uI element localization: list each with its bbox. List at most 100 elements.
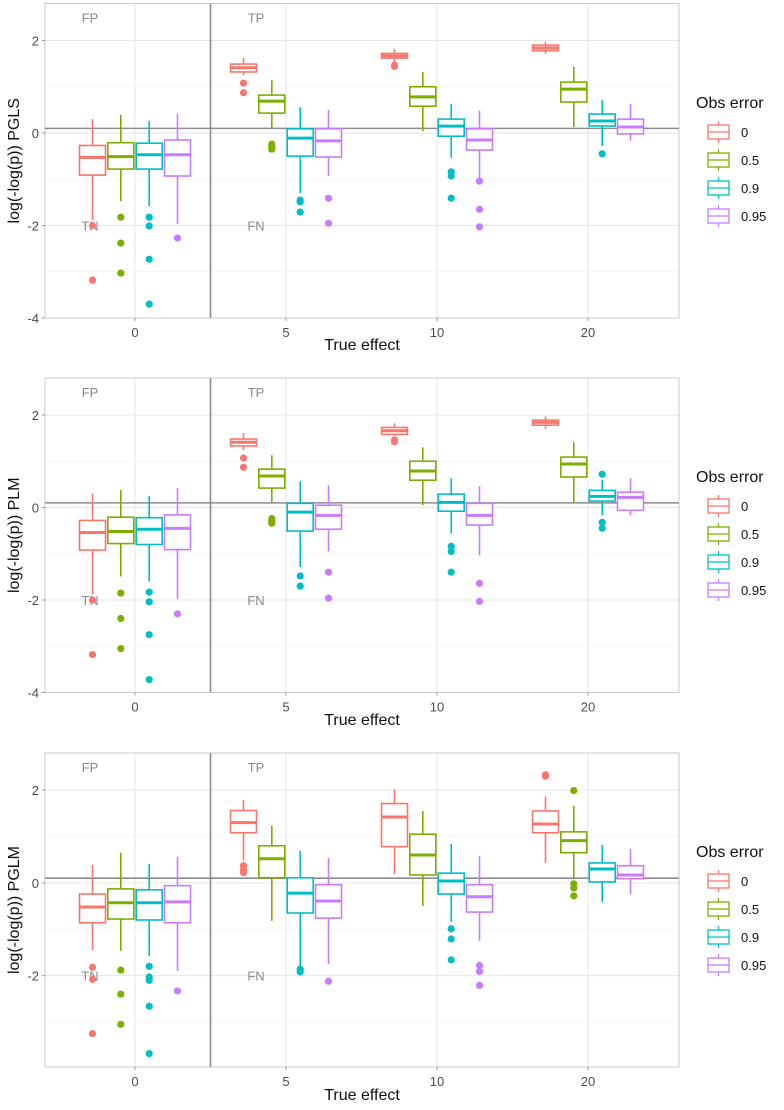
outlier-point — [598, 524, 606, 532]
outlier-point — [88, 596, 97, 604]
box-iqr — [616, 864, 645, 880]
outlier-point — [390, 438, 399, 446]
quadrant-label-fp: FP — [82, 760, 99, 775]
outlier-point — [447, 194, 455, 202]
legend-label: 0 — [741, 125, 748, 140]
boxplot-0.9-effect-5 — [286, 107, 315, 216]
boxplot-0-effect-20 — [531, 41, 560, 54]
quadrant-label-fn: FN — [247, 593, 264, 608]
boxplot-0.95-effect-20 — [616, 103, 645, 141]
box-iqr — [286, 876, 315, 914]
outlier-point — [145, 598, 153, 606]
outlier-point — [239, 463, 248, 471]
boxplot-0.9-effect-0 — [135, 495, 163, 684]
outlier-point — [117, 644, 125, 653]
boxplot-0.9-effect-0 — [135, 863, 163, 1058]
outlier-point — [145, 222, 153, 230]
y-axis-title: log(-log(p)) PGLM — [6, 846, 23, 974]
legend-item-0.5: 0.5 — [707, 898, 759, 920]
outlier-point — [447, 568, 455, 576]
boxplot-0.5-effect-20 — [559, 786, 588, 900]
x-tick-label: 5 — [282, 700, 289, 715]
outlier-point — [145, 255, 153, 263]
outlier-point — [239, 89, 248, 97]
legend: Obs error 0 0.5 0.9 0.95 — [696, 844, 766, 976]
boxplot-0.9-effect-10 — [437, 103, 466, 202]
panel-border — [44, 377, 680, 693]
boxplot-0-effect-5 — [229, 433, 258, 471]
outlier-point — [475, 579, 484, 587]
boxplot-0.9-effect-5 — [286, 850, 315, 976]
boxplot-0-effect-20 — [531, 416, 560, 429]
box-iqr — [531, 810, 560, 834]
y-tick-label: -2 — [27, 219, 39, 234]
quadrant-label-tp: TP — [248, 10, 265, 25]
outlier-point — [239, 869, 248, 877]
outlier-point — [475, 961, 484, 970]
box-iqr — [257, 844, 286, 879]
boxplot-0-effect-0 — [78, 119, 107, 284]
boxplot-0.9-effect-10 — [437, 478, 466, 576]
quadrant-label-fn: FN — [247, 219, 264, 234]
legend-label: 0.9 — [741, 555, 759, 570]
outlier-point — [117, 966, 125, 974]
legend-title: Obs error — [696, 95, 764, 112]
boxplot-0.9-effect-20 — [588, 100, 617, 158]
x-tick-label: 0 — [131, 700, 138, 715]
outlier-point — [296, 198, 304, 206]
outlier-point — [475, 205, 484, 213]
boxplot-0.95-effect-5 — [314, 857, 343, 985]
boxplot-0.95-effect-5 — [314, 109, 343, 227]
quadrant-label-fn: FN — [247, 969, 264, 984]
x-axis-title: True effect — [324, 337, 400, 354]
boxplot-0-effect-20 — [531, 771, 560, 863]
outlier-point — [88, 1030, 97, 1038]
y-tick-label: 0 — [32, 501, 39, 516]
outlier-point — [145, 631, 153, 639]
legend-item-0.5: 0.5 — [707, 523, 759, 545]
y-tick-label: -2 — [27, 969, 39, 984]
legend-label: 0.9 — [741, 181, 759, 196]
quadrant-label-fp: FP — [82, 10, 99, 25]
boxplot-0.5-effect-5 — [257, 455, 286, 527]
outlier-point — [145, 1002, 153, 1010]
outlier-point — [475, 981, 484, 989]
boxplot-0.95-effect-20 — [616, 478, 645, 516]
legend-title: Obs error — [696, 469, 764, 486]
boxplot-0.5-effect-10 — [408, 810, 437, 907]
boxplot-0.5-effect-20 — [559, 442, 588, 504]
outlier-point — [541, 772, 550, 780]
boxplot-0.95-effect-10 — [465, 486, 494, 605]
legend-item-0.9: 0.9 — [707, 551, 759, 573]
outlier-point — [88, 975, 97, 983]
outlier-point — [173, 987, 182, 995]
box-iqr — [380, 802, 409, 848]
boxplot-0.5-effect-0 — [107, 489, 135, 653]
legend-label: 0.95 — [741, 209, 766, 224]
boxplot-0.95-effect-0 — [163, 114, 192, 242]
outlier-point — [475, 597, 484, 605]
boxplot-0.9-effect-20 — [588, 844, 617, 902]
outlier-point — [173, 610, 182, 618]
outlier-point — [145, 976, 153, 984]
boxplot-0-effect-10 — [380, 48, 409, 70]
boxplot-0.5-effect-0 — [107, 114, 135, 277]
outlier-point — [88, 650, 97, 659]
box-iqr — [314, 128, 343, 158]
boxplot-0.95-effect-0 — [163, 488, 192, 618]
y-tick-label: 0 — [32, 876, 39, 891]
box-iqr — [135, 889, 163, 921]
outlier-point — [117, 269, 125, 277]
outlier-point — [117, 589, 125, 597]
outlier-point — [296, 968, 304, 976]
outlier-point — [145, 962, 153, 970]
boxplot-0.95-effect-0 — [163, 856, 192, 995]
outlier-point — [145, 675, 153, 684]
y-tick-label: -4 — [27, 686, 39, 701]
y-axis-title: log(-log(p)) PLM — [6, 477, 23, 593]
outlier-point — [117, 614, 125, 623]
y-tick-label: 2 — [32, 34, 39, 49]
legend-label: 0.5 — [741, 902, 759, 917]
box-iqr — [286, 128, 315, 157]
